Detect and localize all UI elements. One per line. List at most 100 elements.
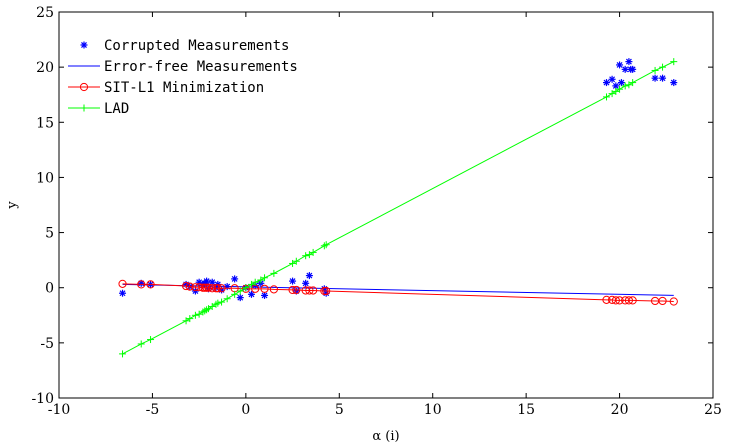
data-point — [242, 284, 250, 292]
asterisk-stroke — [670, 79, 677, 86]
data-point — [137, 340, 145, 348]
data-point — [670, 79, 678, 87]
legend-entry: SIT-L1 Minimization — [68, 80, 264, 96]
data-point — [247, 280, 255, 288]
series-3 — [119, 58, 678, 358]
data-point — [616, 61, 624, 69]
legend-entry: LAD — [68, 101, 129, 117]
y-tick-label: 25 — [36, 5, 54, 21]
x-tick-label: 10 — [424, 402, 442, 418]
data-point — [669, 297, 678, 306]
data-point — [191, 311, 199, 319]
data-point — [658, 296, 667, 306]
y-tick-label: -5 — [40, 336, 54, 352]
data-point — [218, 298, 226, 306]
data-point — [185, 282, 194, 291]
data-point — [621, 82, 629, 90]
x-axis-label: α (i) — [372, 429, 399, 444]
legend-label: Corrupted Measurements — [104, 38, 289, 54]
data-point — [629, 79, 637, 87]
asterisk-stroke — [629, 66, 636, 73]
data-point — [203, 277, 211, 285]
asterisk-stroke — [625, 58, 632, 65]
legend-marker — [80, 104, 88, 112]
data-point — [602, 295, 611, 304]
data-point — [261, 291, 269, 299]
asterisk-stroke — [231, 275, 238, 282]
legend-label: LAD — [104, 101, 129, 117]
data-point — [322, 286, 331, 296]
data-point — [217, 284, 226, 293]
asterisk-stroke — [119, 290, 126, 297]
data-point — [625, 81, 633, 89]
data-point — [146, 280, 155, 289]
data-point — [182, 317, 190, 325]
data-point — [659, 74, 667, 82]
data-point — [305, 286, 314, 295]
data-point — [625, 58, 633, 66]
data-point — [213, 284, 222, 293]
legend-entry: Error-free Measurements — [68, 59, 298, 75]
asterisk-stroke — [306, 272, 313, 279]
x-tick-label: -5 — [146, 402, 160, 418]
data-point — [137, 280, 146, 289]
data-point — [118, 279, 127, 288]
data-point — [236, 287, 244, 295]
data-point — [119, 350, 127, 358]
data-point — [270, 269, 278, 277]
asterisk-stroke — [603, 79, 610, 86]
asterisk-stroke — [289, 278, 296, 285]
data-point — [608, 90, 616, 98]
x-tick-label: 15 — [517, 402, 535, 418]
data-point — [288, 285, 297, 295]
data-point — [223, 295, 231, 303]
data-point — [292, 285, 301, 295]
series-layer — [118, 58, 678, 358]
data-point — [608, 75, 616, 83]
x-tick-label: 0 — [241, 402, 250, 418]
data-point — [670, 58, 678, 66]
asterisk-stroke — [659, 75, 666, 82]
legend-marker — [80, 41, 88, 49]
data-point — [231, 290, 239, 298]
data-point — [251, 278, 259, 286]
asterisk-stroke — [81, 42, 87, 48]
data-point — [624, 296, 634, 305]
y-tick-label: 0 — [45, 281, 54, 297]
data-point — [621, 65, 629, 73]
y-tick-label: -10 — [31, 391, 54, 407]
x-tick-label: 5 — [335, 402, 344, 418]
data-point — [269, 285, 278, 294]
asterisk-stroke — [652, 75, 659, 82]
asterisk-stroke — [302, 280, 309, 287]
data-point — [309, 286, 318, 295]
data-point — [615, 296, 624, 305]
data-point — [617, 79, 625, 87]
data-point — [305, 272, 313, 280]
legend-marker — [79, 82, 89, 92]
data-point — [257, 276, 265, 284]
data-point — [208, 302, 216, 310]
asterisk-stroke — [612, 82, 619, 89]
y-tick-label: 10 — [36, 170, 54, 186]
data-point — [208, 284, 217, 293]
legend-entry: Corrupted Measurements — [80, 38, 289, 54]
data-point — [231, 275, 239, 283]
legend-label: SIT-L1 Minimization — [104, 80, 264, 96]
data-point — [616, 85, 624, 93]
data-point — [261, 274, 269, 282]
x-tick-label: -10 — [48, 402, 71, 418]
plot-area — [58, 11, 714, 399]
data-point — [289, 277, 297, 285]
asterisk-stroke — [618, 79, 625, 86]
data-point — [602, 79, 610, 87]
data-point — [651, 74, 659, 82]
y-tick-label: 5 — [45, 226, 54, 242]
y-axis-label: y — [5, 201, 20, 210]
data-point — [195, 310, 203, 318]
y-tick-label: 15 — [36, 115, 54, 131]
legend-label: Error-free Measurements — [104, 59, 298, 75]
asterisk-stroke — [616, 61, 623, 68]
data-point — [629, 65, 637, 73]
